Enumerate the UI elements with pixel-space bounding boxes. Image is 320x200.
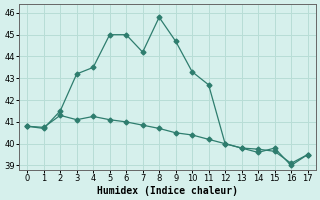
X-axis label: Humidex (Indice chaleur): Humidex (Indice chaleur) [97,186,238,196]
